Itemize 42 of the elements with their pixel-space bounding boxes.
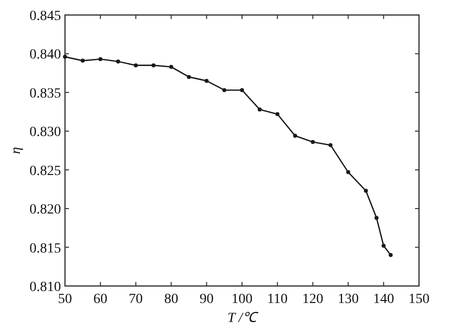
point: [116, 59, 120, 64]
x-tick-label: 70: [128, 292, 143, 307]
point: [364, 188, 368, 193]
y-tick-label: 0.845: [30, 9, 61, 24]
x-tick-label: 130: [338, 292, 359, 307]
y-tick-label: 0.810: [30, 280, 61, 295]
y-tick-label: 0.825: [30, 164, 61, 179]
x-axis-title: T /℃: [228, 311, 258, 326]
x-tick-label: 150: [408, 292, 430, 307]
point: [328, 143, 332, 148]
point: [186, 74, 191, 79]
y-tick-label: 0.815: [30, 241, 61, 256]
x-tick-label: 100: [232, 292, 252, 307]
point: [80, 58, 85, 63]
x-tick-label: 50: [58, 292, 72, 307]
point: [204, 78, 209, 83]
point: [382, 244, 386, 248]
y-tick-label: 0.840: [30, 48, 61, 63]
x-tick-label: 80: [164, 292, 178, 307]
x-tick-label: 90: [200, 292, 214, 307]
x-tick-label: 120: [302, 292, 324, 307]
point: [63, 54, 67, 59]
point: [374, 216, 379, 220]
x-tick-label: 140: [373, 292, 394, 307]
point: [152, 63, 156, 68]
point: [134, 63, 138, 68]
y-tick-label: 0.820: [30, 202, 61, 218]
point: [310, 140, 315, 144]
point: [293, 134, 298, 138]
y-axis-title: η: [9, 146, 24, 154]
point: [222, 88, 226, 92]
y-tick-label: 0.830: [30, 125, 61, 140]
point: [240, 88, 244, 92]
point: [388, 253, 393, 258]
x-tick-label: 110: [267, 292, 288, 307]
point: [258, 107, 262, 112]
point: [275, 112, 280, 116]
point: [346, 170, 350, 174]
y-tick-label: 0.835: [30, 86, 61, 102]
point: [169, 64, 174, 69]
x-tick-label: 60: [93, 292, 108, 307]
point: [98, 57, 102, 62]
